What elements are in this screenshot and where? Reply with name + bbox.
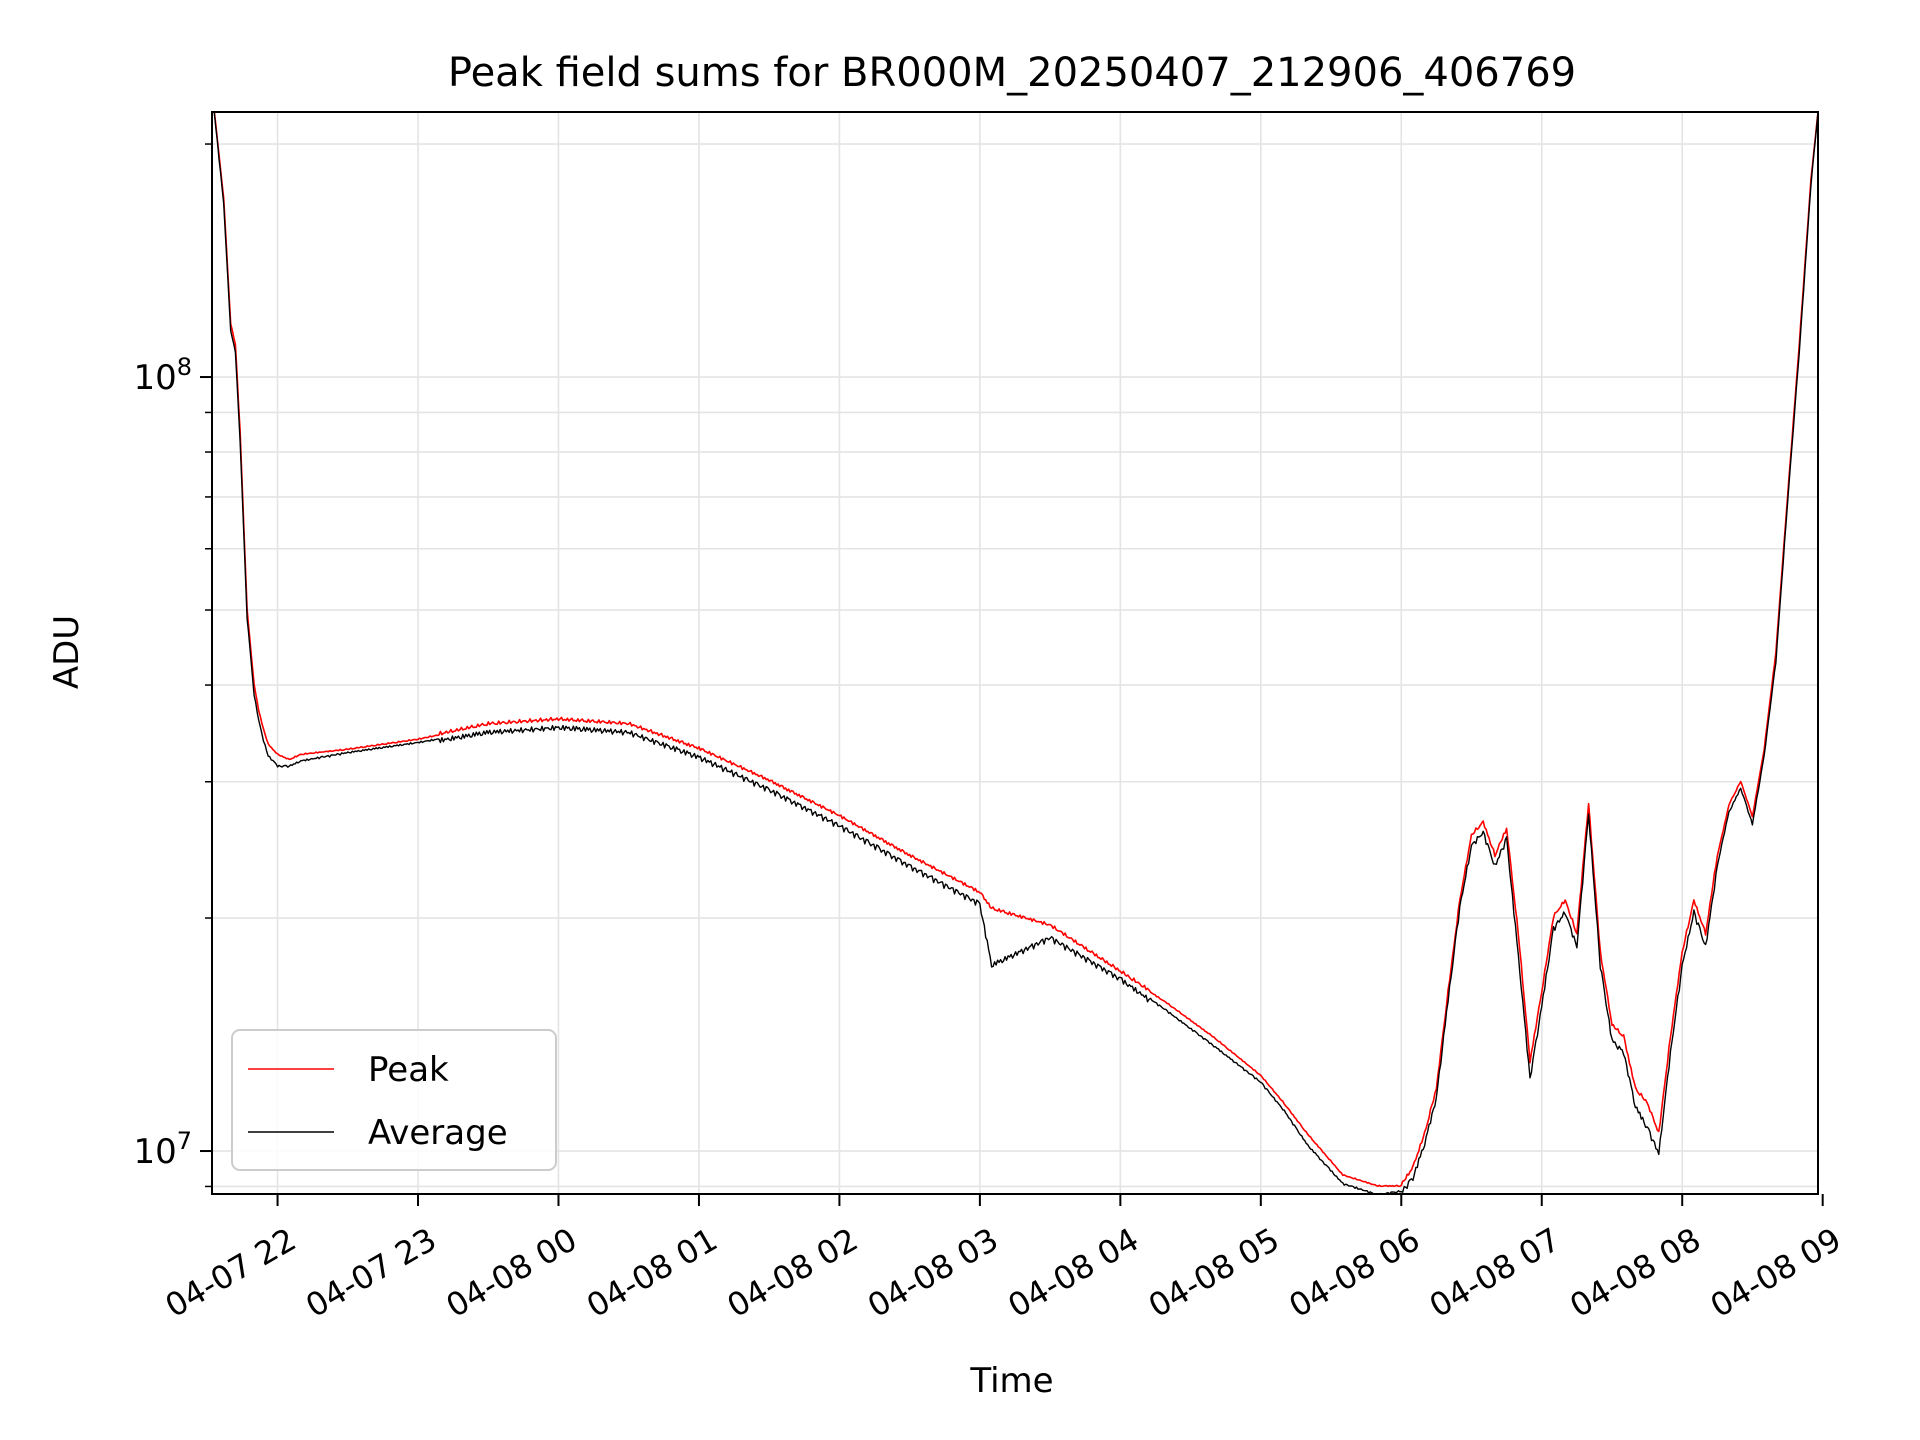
grid bbox=[212, 112, 1818, 1194]
y-tick-label: 107 bbox=[133, 1127, 192, 1172]
legend-box bbox=[231, 1029, 557, 1171]
legend-average-label: Average bbox=[368, 1113, 508, 1153]
plot-frame bbox=[211, 111, 1819, 1195]
legend-peak-label: Peak bbox=[368, 1050, 449, 1090]
series-lines bbox=[213, 112, 1818, 1194]
y-axis-label: ADU bbox=[47, 615, 87, 689]
legend: Peak Average bbox=[231, 1029, 557, 1171]
series-average-line bbox=[213, 112, 1818, 1194]
chart-title: Peak field sums for BR000M_20250407_2129… bbox=[448, 50, 1576, 96]
y-tick-label: 108 bbox=[133, 353, 192, 398]
series-peak-line bbox=[213, 112, 1818, 1188]
x-axis-label: Time bbox=[969, 1361, 1053, 1401]
y-axis: 107 108 bbox=[133, 143, 212, 1188]
